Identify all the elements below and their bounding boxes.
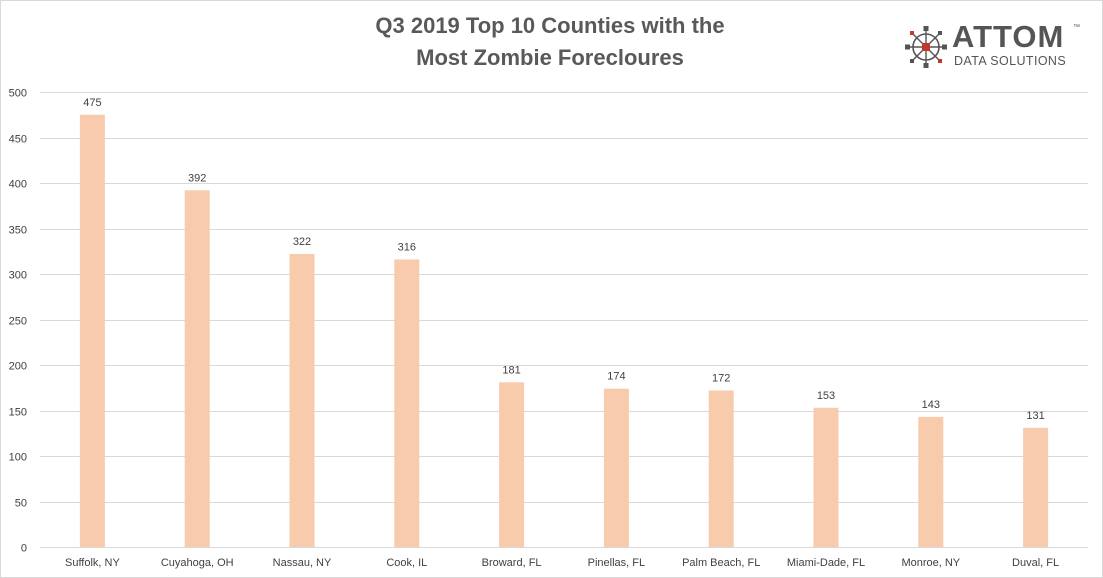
x-tick-label: Pinellas, FL (588, 557, 645, 569)
y-tick-label: 250 (9, 316, 27, 328)
bar (708, 390, 734, 547)
data-label: 322 (293, 236, 311, 248)
y-tick-label: 200 (9, 361, 27, 373)
y-tick-label: 150 (9, 407, 27, 419)
logo-wordmark: ATTOM (952, 19, 1065, 54)
x-tick-label: Duval, FL (1012, 557, 1059, 569)
data-label: 181 (502, 364, 520, 376)
bar (918, 416, 944, 547)
data-label: 392 (188, 172, 206, 184)
network-icon (905, 26, 947, 68)
chart-title-line-1: Q3 2019 Top 10 Counties with the (375, 13, 725, 38)
y-tick-label: 400 (9, 179, 27, 191)
y-tick-label: 0 (21, 543, 27, 555)
attom-logo: ATTOM ™ DATA SOLUTIONS (905, 19, 1085, 72)
y-tick-label: 50 (15, 498, 27, 510)
x-tick-label: Nassau, NY (273, 557, 332, 569)
x-tick-label: Broward, FL (482, 557, 542, 569)
logo-trademark: ™ (1073, 24, 1080, 31)
bar (1023, 427, 1049, 547)
data-label: 143 (922, 399, 940, 411)
bar (184, 190, 210, 547)
y-tick-label: 350 (9, 225, 27, 237)
x-tick-label: Palm Beach, FL (682, 557, 760, 569)
data-label: 316 (398, 241, 416, 253)
bar (394, 259, 420, 547)
y-tick-label: 100 (9, 452, 27, 464)
data-label: 475 (83, 97, 101, 109)
bar (289, 253, 315, 548)
logo-subtitle: DATA SOLUTIONS (954, 54, 1067, 68)
bar (603, 388, 629, 547)
x-tick-label: Cuyahoga, OH (161, 557, 234, 569)
x-tick-label: Monroe, NY (901, 557, 960, 569)
data-label: 131 (1026, 410, 1044, 422)
y-tick-label: 450 (9, 134, 27, 146)
chart-title-line-2: Most Zombie Forecloures (416, 45, 684, 70)
bar (499, 382, 525, 547)
y-tick-label: 300 (9, 270, 27, 282)
y-tick-label: 500 (9, 88, 27, 100)
bar (79, 114, 105, 547)
x-tick-label: Suffolk, NY (65, 557, 120, 569)
bar (813, 407, 839, 547)
chart-title: Q3 2019 Top 10 Counties with the Most Zo… (300, 10, 800, 74)
x-tick-label: Cook, IL (386, 557, 427, 569)
data-label: 153 (817, 390, 835, 402)
data-label: 172 (712, 372, 730, 384)
x-tick-label: Miami-Dade, FL (787, 557, 865, 569)
data-label: 174 (607, 371, 625, 383)
